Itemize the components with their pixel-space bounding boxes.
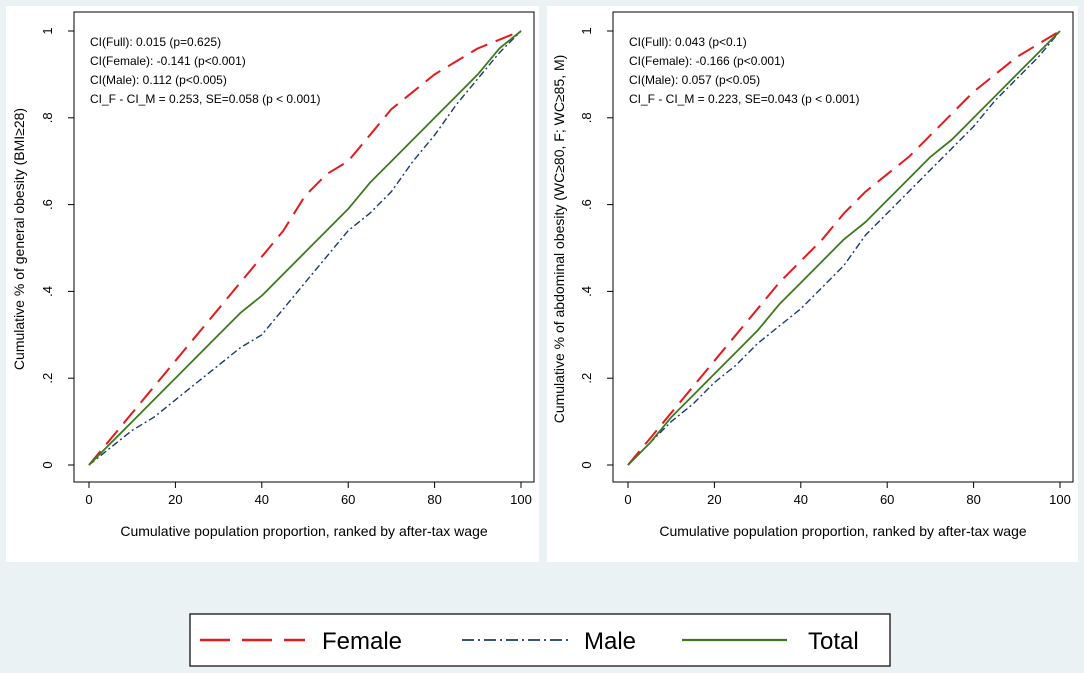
y-tick-label: .6 (40, 199, 55, 210)
annotation: CI(Full): 0.043 (p<0.1) (629, 35, 747, 49)
plot-area (612, 11, 1074, 483)
x-tick-label: 0 (85, 492, 92, 507)
y-tick-label: .6 (579, 199, 594, 210)
x-tick-label: 40 (794, 492, 808, 507)
x-tick-label: 60 (880, 492, 894, 507)
x-tick-label: 20 (168, 492, 182, 507)
legend-total-label: Total (808, 628, 859, 655)
annotation: CI(Female): -0.166 (p<0.001) (629, 54, 785, 68)
y-tick-label: .4 (579, 286, 594, 297)
annotation: CI(Full): 0.015 (p=0.625) (90, 35, 221, 49)
annotation: CI_F - CI_M = 0.223, SE=0.043 (p < 0.001… (629, 92, 859, 106)
series-line-total (88, 30, 522, 466)
y-tick-label: 1 (40, 27, 55, 34)
x-axis-title: Cumulative population proportion, ranked… (659, 523, 1027, 539)
general-obesity-chart: 0 20 40 60 80 100 0 .2 .4 .6 .8 1 Cumulative populat… (11, 11, 535, 539)
series-line-total (627, 30, 1061, 466)
y-tick-label: .2 (579, 373, 594, 384)
annotation: CI(Male): 0.057 (p<0.05) (629, 73, 760, 87)
annotation: CI(Female): -0.141 (p<0.001) (90, 54, 246, 68)
x-axis-title: Cumulative population proportion, ranked… (120, 523, 488, 539)
y-tick-label: 0 (40, 461, 55, 468)
series-line-female (627, 30, 1061, 466)
x-tick-label: 100 (1049, 492, 1071, 507)
y-tick-label: .4 (40, 286, 55, 297)
x-tick-label: 60 (341, 492, 355, 507)
abdominal-obesity-chart: 0 20 40 60 80 100 0 .2 .4 .6 .8 1 Cumulative populat… (551, 11, 1074, 539)
y-tick-label: 0 (579, 461, 594, 468)
y-tick-label: .8 (40, 112, 55, 123)
x-tick-label: 20 (707, 492, 721, 507)
y-tick-label: .2 (40, 373, 55, 384)
legend: Female Male Total (189, 613, 891, 667)
annotation: CI_F - CI_M = 0.253, SE=0.058 (p < 0.001… (90, 92, 320, 106)
legend-female-label: Female (322, 628, 402, 655)
x-tick-label: 80 (966, 492, 980, 507)
y-tick-label: 1 (579, 27, 594, 34)
y-tick-label: .8 (579, 112, 594, 123)
annotation: CI(Male): 0.112 (p<0.005) (90, 73, 227, 87)
x-tick-label: 40 (255, 492, 269, 507)
y-axis-title: Cumulative % of abdominal obesity (WC≥80… (551, 55, 567, 424)
legend-male-label: Male (584, 628, 636, 655)
series-line-male (88, 30, 522, 466)
series-line-female (88, 30, 522, 466)
y-axis-title: Cumulative % of general obesity (BMI≥28) (11, 108, 27, 370)
x-tick-label: 100 (510, 492, 532, 507)
x-tick-label: 80 (427, 492, 441, 507)
x-tick-label: 0 (624, 492, 631, 507)
